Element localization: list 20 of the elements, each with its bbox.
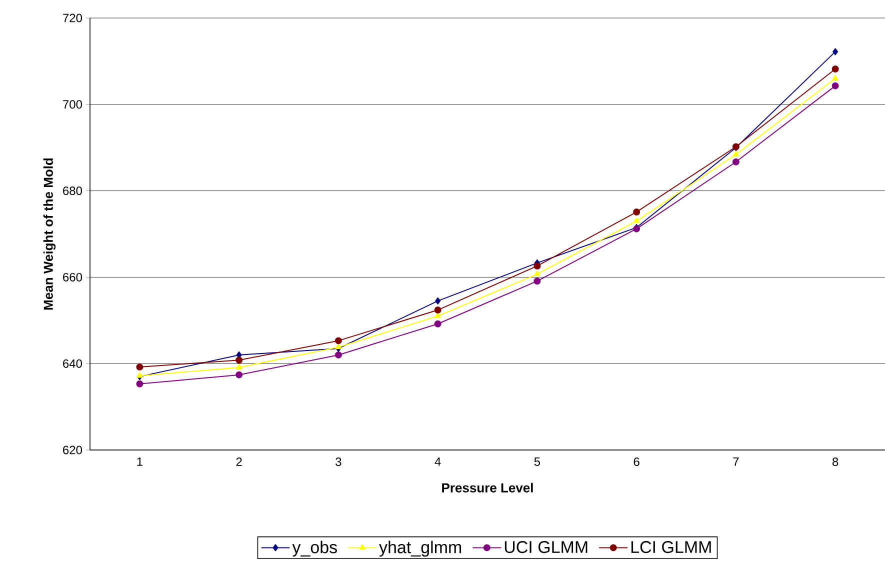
legend-label: UCI GLMM xyxy=(504,541,588,554)
legend-label: LCI GLMM xyxy=(631,541,711,554)
y-tick-label: 640 xyxy=(63,359,82,368)
y-axis-title: Mean Weight of the Mold xyxy=(43,158,56,310)
x-tick-label: 1 xyxy=(137,458,142,466)
x-tick-label: 3 xyxy=(336,458,342,466)
x-tick-label: 6 xyxy=(634,458,640,466)
x-tick-label: 5 xyxy=(534,458,540,466)
legend-label: yhat_glmm xyxy=(379,540,462,557)
x-tick-label: 8 xyxy=(832,458,838,466)
x-tick-label: 7 xyxy=(733,458,739,466)
x-tick-label: 2 xyxy=(236,458,242,466)
y-tick-label: 620 xyxy=(63,446,82,454)
legend-label: y_obs xyxy=(292,540,337,557)
y-tick-label: 720 xyxy=(63,14,82,22)
y-tick-label: 680 xyxy=(63,186,82,196)
y-tick-label: 660 xyxy=(63,272,82,282)
x-axis-title: Pressure Level xyxy=(442,482,533,492)
x-tick-label: 4 xyxy=(434,458,441,466)
y-tick-label: 700 xyxy=(63,100,82,109)
